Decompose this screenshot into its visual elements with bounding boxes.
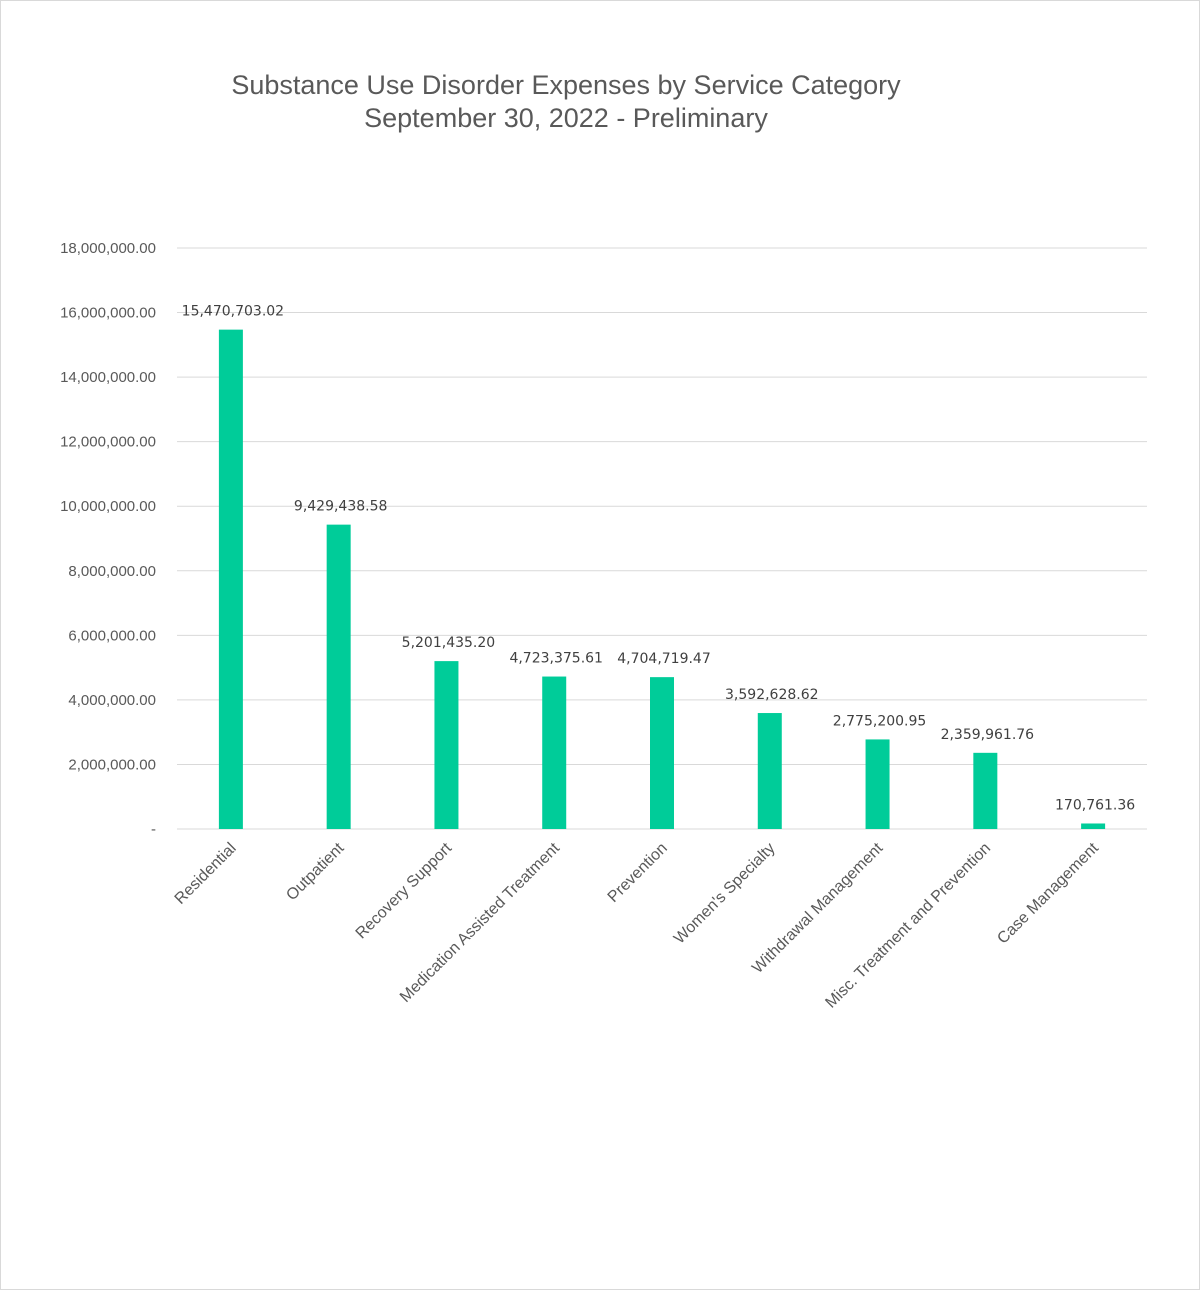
y-tick-label: - [151,821,156,838]
bar [757,713,782,829]
bar [434,661,459,829]
bar [650,677,674,829]
data-label: 2,775,200.95 [833,713,927,729]
data-label: 9,429,438.58 [294,499,388,515]
x-category-label: Outpatient [283,839,348,904]
y-tick-label: 6,000,000.00 [68,627,156,644]
bar [973,752,998,829]
data-label: 170,761.36 [1055,797,1135,813]
data-label: 15,470,703.02 [182,304,284,320]
y-tick-label: 16,000,000.00 [60,305,156,322]
bar [218,329,243,829]
bar [542,676,567,829]
data-label: 2,359,961.76 [941,727,1035,743]
data-label: 5,201,435.20 [402,635,496,651]
y-tick-label: 10,000,000.00 [60,498,156,515]
bar [1081,823,1106,829]
y-tick-label: 18,000,000.00 [60,240,156,257]
data-label: 3,592,628.62 [725,687,819,703]
data-label: 4,704,719.47 [617,651,711,667]
x-category-label: Prevention [605,840,671,906]
chart-subtitle: September 30, 2022 - Preliminary [364,103,768,133]
y-tick-label: 4,000,000.00 [68,692,156,709]
bar [865,739,890,829]
chart-title: Substance Use Disorder Expenses by Servi… [231,70,901,100]
x-category-label: Residential [172,840,240,908]
y-tick-label: 14,000,000.00 [60,369,156,386]
y-tick-label: 2,000,000.00 [68,756,156,773]
bar [326,524,351,829]
x-category-label: Women's Specialty [671,840,779,948]
x-category-label: Recovery Support [353,839,456,942]
data-label: 4,723,375.61 [509,651,603,667]
y-tick-label: 12,000,000.00 [60,434,156,451]
x-category-label: Case Management [994,839,1102,947]
y-tick-label: 8,000,000.00 [68,563,156,580]
